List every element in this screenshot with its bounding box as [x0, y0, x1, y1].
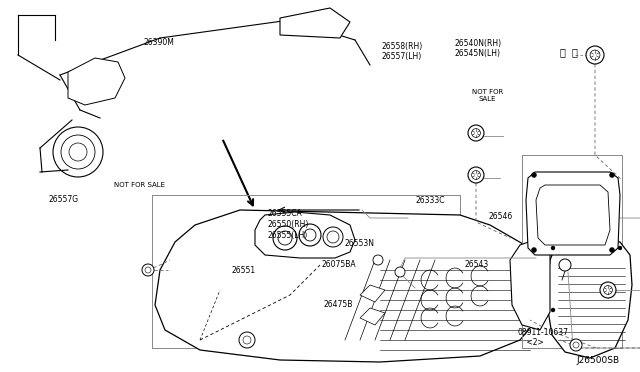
- Circle shape: [145, 267, 151, 273]
- Circle shape: [551, 246, 555, 250]
- Circle shape: [468, 167, 484, 183]
- Circle shape: [304, 229, 316, 241]
- Text: 26540N(RH)
26545N(LH): 26540N(RH) 26545N(LH): [454, 39, 502, 58]
- Circle shape: [609, 247, 614, 253]
- Text: 26551: 26551: [232, 266, 256, 275]
- Circle shape: [472, 171, 481, 179]
- Text: 26333C: 26333C: [416, 196, 445, 205]
- Circle shape: [373, 255, 383, 265]
- Polygon shape: [510, 238, 550, 330]
- Text: 26075BA: 26075BA: [321, 260, 356, 269]
- Circle shape: [239, 332, 255, 348]
- Text: 26558(RH)
26557(LH): 26558(RH) 26557(LH): [381, 42, 422, 61]
- Text: 26557G: 26557G: [49, 195, 79, 203]
- Polygon shape: [280, 8, 350, 38]
- Text: 26543: 26543: [465, 260, 489, 269]
- Circle shape: [531, 247, 536, 253]
- Polygon shape: [360, 285, 385, 302]
- Circle shape: [323, 227, 343, 247]
- Circle shape: [531, 173, 536, 177]
- Circle shape: [604, 286, 612, 294]
- Circle shape: [559, 259, 571, 271]
- Text: J26500SB: J26500SB: [577, 356, 620, 365]
- Text: 26475B: 26475B: [323, 300, 353, 309]
- Text: NOT FOR
SALE: NOT FOR SALE: [472, 90, 503, 102]
- Circle shape: [243, 336, 251, 344]
- Text: 26550(RH)
26555(LH): 26550(RH) 26555(LH): [268, 220, 309, 240]
- Circle shape: [600, 282, 616, 298]
- Circle shape: [273, 226, 297, 250]
- Circle shape: [472, 129, 481, 137]
- Circle shape: [61, 135, 95, 169]
- Circle shape: [278, 231, 292, 245]
- Circle shape: [590, 50, 600, 60]
- Circle shape: [395, 267, 405, 277]
- Polygon shape: [360, 308, 385, 325]
- Text: Ⓝ: Ⓝ: [559, 47, 565, 57]
- Polygon shape: [255, 212, 355, 258]
- Circle shape: [142, 264, 154, 276]
- Circle shape: [551, 308, 555, 312]
- Text: Ⓝ: Ⓝ: [571, 47, 577, 57]
- Text: 08911-10637
    <2>: 08911-10637 <2>: [517, 328, 568, 347]
- Polygon shape: [68, 58, 125, 105]
- Circle shape: [570, 339, 582, 351]
- Circle shape: [618, 246, 622, 250]
- Circle shape: [609, 173, 614, 177]
- Polygon shape: [526, 172, 620, 255]
- Circle shape: [586, 46, 604, 64]
- Text: NOT FOR SALE: NOT FOR SALE: [114, 182, 165, 188]
- Text: 26555CA: 26555CA: [268, 209, 302, 218]
- Circle shape: [327, 231, 339, 243]
- Circle shape: [299, 224, 321, 246]
- Polygon shape: [536, 185, 610, 245]
- Circle shape: [69, 143, 87, 161]
- Polygon shape: [155, 210, 545, 362]
- Circle shape: [468, 125, 484, 141]
- Circle shape: [573, 342, 579, 348]
- Text: 26390M: 26390M: [143, 38, 174, 47]
- Polygon shape: [548, 238, 632, 358]
- Text: 26553N: 26553N: [344, 239, 374, 248]
- Circle shape: [53, 127, 103, 177]
- Text: 26546: 26546: [489, 212, 513, 221]
